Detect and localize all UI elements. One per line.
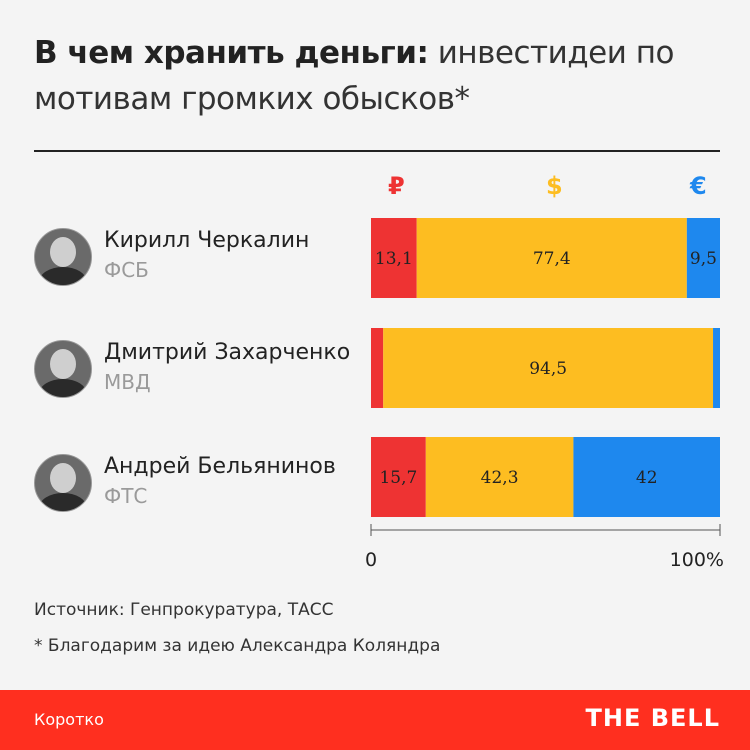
bar-segment	[713, 328, 720, 408]
bar-value-label: 42,3	[481, 468, 519, 488]
person-org: ФТС	[104, 484, 148, 508]
title-divider	[34, 150, 720, 152]
source-note: Источник: Генпрокуратура, ТАСС	[34, 600, 334, 620]
bar-segment	[573, 437, 720, 517]
bar-segment	[371, 437, 426, 517]
bar-segment	[416, 218, 687, 298]
avatar	[34, 228, 92, 286]
bar-value-label: 94,5	[529, 359, 567, 379]
stacked-bar-chart: 13,1 77,4 9,5 94,5 15,7 42,3 42 0 100%	[365, 218, 724, 571]
euro-legend: €	[690, 172, 707, 200]
dollar-legend: $	[546, 172, 563, 200]
bar-value-label: 42	[636, 468, 658, 488]
person-name: Дмитрий Захарченко	[104, 340, 351, 365]
bar-value-label: 9,5	[690, 249, 717, 269]
title-bold: В чем хранить деньги:	[34, 35, 429, 71]
bar-segment	[686, 218, 720, 298]
chart-title: В чем хранить деньги: инвестидеи по моти…	[34, 30, 724, 122]
x-tick-label: 0	[365, 549, 377, 571]
bar-value-label: 77,4	[533, 249, 571, 269]
footer-left: Коротко	[34, 710, 104, 729]
person-name: Кирилл Черкалин	[104, 228, 310, 253]
x-tick-label: 100%	[670, 549, 724, 571]
ruble-legend: ₽	[388, 172, 405, 200]
bar-segment	[383, 328, 714, 408]
thanks-note: * Благодарим за идею Александра Коляндра	[34, 636, 441, 656]
avatar	[34, 454, 92, 512]
bar-segment	[371, 328, 384, 408]
person-org: ФСБ	[104, 258, 149, 282]
bar-segment	[371, 218, 417, 298]
bar-segment	[425, 437, 574, 517]
avatar	[34, 340, 92, 398]
bar-value-label: 13,1	[375, 249, 413, 269]
bar-value-label: 15,7	[379, 468, 417, 488]
brand-logo: THE BELL	[585, 704, 720, 732]
person-org: МВД	[104, 370, 151, 394]
person-name: Андрей Бельянинов	[104, 454, 336, 479]
footer-bar: Коротко THE BELL	[0, 690, 750, 750]
title-rest: инвестидеи по мотивам громких обысков*	[34, 35, 674, 117]
